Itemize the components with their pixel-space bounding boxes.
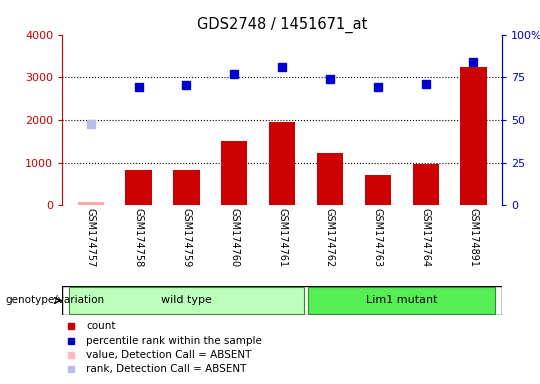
Bar: [460, 68, 487, 205]
Title: GDS2748 / 1451671_at: GDS2748 / 1451671_at: [197, 17, 367, 33]
FancyBboxPatch shape: [62, 286, 502, 315]
Bar: [221, 141, 247, 205]
Text: count: count: [86, 321, 116, 331]
Text: genotype/variation: genotype/variation: [5, 295, 105, 306]
Text: GSM174764: GSM174764: [421, 208, 431, 267]
Text: Lim1 mutant: Lim1 mutant: [366, 295, 437, 306]
Text: GSM174757: GSM174757: [86, 208, 96, 267]
Text: GSM174759: GSM174759: [181, 208, 192, 267]
Text: value, Detection Call = ABSENT: value, Detection Call = ABSENT: [86, 350, 252, 360]
Text: percentile rank within the sample: percentile rank within the sample: [86, 336, 262, 346]
Bar: [317, 153, 343, 205]
Text: GSM174891: GSM174891: [469, 208, 478, 267]
Bar: [269, 122, 295, 205]
Text: wild type: wild type: [161, 295, 212, 306]
FancyBboxPatch shape: [69, 287, 303, 314]
FancyBboxPatch shape: [308, 287, 495, 314]
Bar: [364, 175, 391, 205]
Bar: [173, 170, 200, 205]
Text: GSM174760: GSM174760: [230, 208, 239, 267]
Text: GSM174763: GSM174763: [373, 208, 383, 267]
Text: GSM174762: GSM174762: [325, 208, 335, 267]
Text: rank, Detection Call = ABSENT: rank, Detection Call = ABSENT: [86, 364, 247, 374]
Bar: [413, 164, 439, 205]
Text: GSM174761: GSM174761: [277, 208, 287, 267]
Bar: [78, 202, 104, 205]
Text: GSM174758: GSM174758: [133, 208, 144, 267]
Bar: [125, 170, 152, 205]
